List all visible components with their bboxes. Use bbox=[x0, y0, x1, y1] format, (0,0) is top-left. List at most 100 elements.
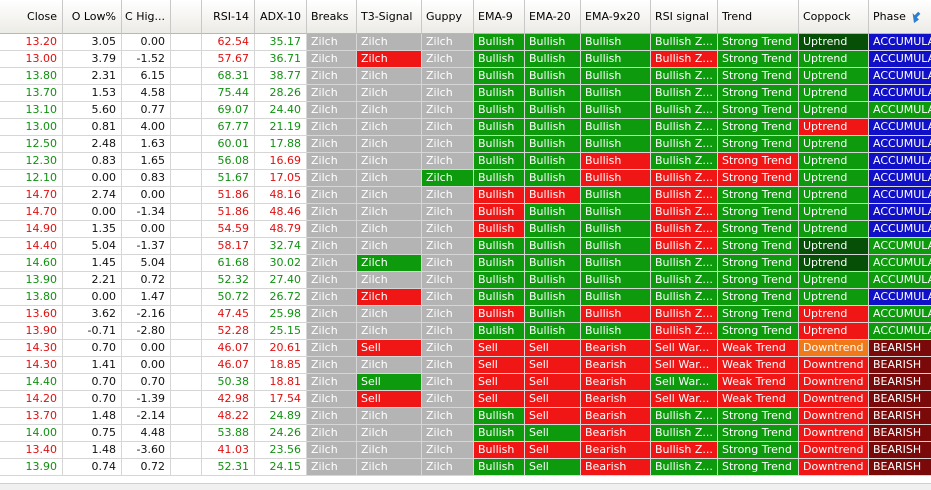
table-row[interactable]: 13.10 5.60 0.77 69.07 24.40 Zilch Zilch Zilch Bu… bbox=[0, 102, 931, 119]
cell-ema9x20: Bearish bbox=[581, 425, 651, 442]
cell-ema9: Sell bbox=[474, 357, 525, 374]
cell-phase: BEARISH bbox=[869, 374, 931, 391]
cell-close: 14.30 bbox=[0, 357, 63, 374]
cell-trend: Strong Trend bbox=[718, 459, 799, 476]
table-row[interactable]: 13.00 3.79 -1.52 57.67 36.71 Zilch Zilch Zilch B… bbox=[0, 51, 931, 68]
column-header-breaks[interactable]: Breaks bbox=[307, 0, 357, 34]
cell-adx: 30.02 bbox=[255, 255, 307, 272]
cell-guppy: Zilch bbox=[422, 221, 474, 238]
table-row[interactable]: 14.90 1.35 0.00 54.59 48.79 Zilch Zilch Zilch Bu… bbox=[0, 221, 931, 238]
cell-guppy: Zilch bbox=[422, 391, 474, 408]
cell-breaks: Zilch bbox=[307, 102, 357, 119]
cell-ema9: Sell bbox=[474, 374, 525, 391]
table-row[interactable]: 12.10 0.00 0.83 51.67 17.05 Zilch Zilch Zilch Bu… bbox=[0, 170, 931, 187]
table-row[interactable]: 13.40 1.48 -3.60 41.03 23.56 Zilch Zilch Zilch B… bbox=[0, 442, 931, 459]
cell-rsisig: Bullish Z... bbox=[651, 34, 718, 51]
cell-coppock: Downtrend bbox=[799, 408, 869, 425]
table-row[interactable]: 13.80 2.31 6.15 68.31 38.77 Zilch Zilch Zilch Bu… bbox=[0, 68, 931, 85]
table-row[interactable]: 13.70 1.53 4.58 75.44 28.26 Zilch Zilch Zilch Bu… bbox=[0, 85, 931, 102]
cell-rsisig: Bullish Z... bbox=[651, 85, 718, 102]
cell-rsi: 50.72 bbox=[202, 289, 255, 306]
cell-phase: ACCUMULAT bbox=[869, 255, 931, 272]
cell-olow: 1.41 bbox=[63, 357, 122, 374]
column-header-guppy[interactable]: Guppy bbox=[422, 0, 474, 34]
cell-coppock: Uptrend bbox=[799, 289, 869, 306]
table-row[interactable]: 14.40 5.04 -1.37 58.17 32.74 Zilch Zilch Zilch B… bbox=[0, 238, 931, 255]
cell-trend: Strong Trend bbox=[718, 289, 799, 306]
table-row[interactable]: 12.50 2.48 1.63 60.01 17.88 Zilch Zilch Zilch Bu… bbox=[0, 136, 931, 153]
column-header-ema20[interactable]: EMA-20 bbox=[525, 0, 581, 34]
table-row[interactable]: 13.00 0.81 4.00 67.77 21.19 Zilch Zilch Zilch Bu… bbox=[0, 119, 931, 136]
table-row[interactable]: 13.70 1.48 -2.14 48.22 24.89 Zilch Zilch Zilch B… bbox=[0, 408, 931, 425]
cell-rsi: 51.86 bbox=[202, 187, 255, 204]
table-row[interactable]: 14.70 2.74 0.00 51.86 48.16 Zilch Zilch Zilch Bu… bbox=[0, 187, 931, 204]
cell-close: 13.70 bbox=[0, 408, 63, 425]
table-row[interactable]: 13.60 3.62 -2.16 47.45 25.98 Zilch Zilch Zilch B… bbox=[0, 306, 931, 323]
table-row[interactable]: 14.30 0.70 0.00 46.07 20.61 Zilch Sell Zilch Sel… bbox=[0, 340, 931, 357]
cell-ema20: Bullish bbox=[525, 306, 581, 323]
column-header-adx[interactable]: ADX-10 bbox=[255, 0, 307, 34]
cell-close: 13.00 bbox=[0, 119, 63, 136]
column-header-t3[interactable]: T3-Signal bbox=[357, 0, 422, 34]
cell-olow: 2.31 bbox=[63, 68, 122, 85]
column-header-ema9x20[interactable]: EMA-9x20 bbox=[581, 0, 651, 34]
cell-coppock: Downtrend bbox=[799, 340, 869, 357]
column-header-rsisig[interactable]: RSI signal bbox=[651, 0, 718, 34]
cell-blank bbox=[171, 357, 202, 374]
cell-rsi: 52.31 bbox=[202, 459, 255, 476]
table-row[interactable]: 13.90 0.74 0.72 52.31 24.15 Zilch Zilch Zilch Bu… bbox=[0, 459, 931, 476]
cell-rsisig: Sell War... bbox=[651, 357, 718, 374]
table-row[interactable]: 14.20 0.70 -1.39 42.98 17.54 Zilch Sell Zilch Se… bbox=[0, 391, 931, 408]
column-header-rsi[interactable]: RSI-14 bbox=[202, 0, 255, 34]
column-header-chig[interactable]: C Hig... bbox=[122, 0, 171, 34]
column-header-ema9[interactable]: EMA-9 bbox=[474, 0, 525, 34]
cell-ema9: Sell bbox=[474, 340, 525, 357]
table-row[interactable]: 14.40 0.70 0.70 50.38 18.81 Zilch Sell Zilch Sel… bbox=[0, 374, 931, 391]
cell-ema9x20: Bearish bbox=[581, 408, 651, 425]
cell-trend: Weak Trend bbox=[718, 340, 799, 357]
table-row[interactable]: 13.80 0.00 1.47 50.72 26.72 Zilch Zilch Zilch Bu… bbox=[0, 289, 931, 306]
cell-close: 14.60 bbox=[0, 255, 63, 272]
cell-ema20: Bullish bbox=[525, 221, 581, 238]
cell-ema9x20: Bearish bbox=[581, 391, 651, 408]
table-row[interactable]: 13.20 3.05 0.00 62.54 35.17 Zilch Zilch Zilch Bu… bbox=[0, 34, 931, 51]
cell-ema9x20: Bullish bbox=[581, 119, 651, 136]
horizontal-scrollbar[interactable] bbox=[0, 483, 931, 490]
cell-coppock: Uptrend bbox=[799, 272, 869, 289]
column-header-trend[interactable]: Trend bbox=[718, 0, 799, 34]
cell-chig: -1.37 bbox=[122, 238, 171, 255]
cell-guppy: Zilch bbox=[422, 289, 474, 306]
cell-breaks: Zilch bbox=[307, 170, 357, 187]
cell-rsi: 62.54 bbox=[202, 34, 255, 51]
table-row[interactable]: 14.30 1.41 0.00 46.07 18.85 Zilch Zilch Zilch Se… bbox=[0, 357, 931, 374]
cell-olow: 0.00 bbox=[63, 289, 122, 306]
cell-breaks: Zilch bbox=[307, 153, 357, 170]
column-header-phase[interactable]: Phase bbox=[869, 0, 931, 34]
cell-rsi: 75.44 bbox=[202, 85, 255, 102]
column-header-blank[interactable] bbox=[171, 0, 202, 34]
table-row[interactable]: 13.90 -0.71 -2.80 52.28 25.15 Zilch Zilch Zilch… bbox=[0, 323, 931, 340]
cell-trend: Weak Trend bbox=[718, 391, 799, 408]
cell-adx: 16.69 bbox=[255, 153, 307, 170]
table-row[interactable]: 12.30 0.83 1.65 56.08 16.69 Zilch Zilch Zilch Bu… bbox=[0, 153, 931, 170]
cell-breaks: Zilch bbox=[307, 204, 357, 221]
cell-chig: -1.39 bbox=[122, 391, 171, 408]
cell-coppock: Downtrend bbox=[799, 391, 869, 408]
column-header-coppock[interactable]: Coppock bbox=[799, 0, 869, 34]
cell-olow: 0.70 bbox=[63, 391, 122, 408]
cell-rsisig: Bullish Z... bbox=[651, 289, 718, 306]
sort-arrow-icon[interactable] bbox=[905, 7, 923, 25]
table-row[interactable]: 13.90 2.21 0.72 52.32 27.40 Zilch Zilch Zilch Bu… bbox=[0, 272, 931, 289]
table-row[interactable]: 14.00 0.75 4.48 53.88 24.26 Zilch Zilch Zilch Bu… bbox=[0, 425, 931, 442]
column-header-olow[interactable]: O Low% bbox=[63, 0, 122, 34]
cell-breaks: Zilch bbox=[307, 119, 357, 136]
cell-blank bbox=[171, 374, 202, 391]
table-row[interactable]: 14.60 1.45 5.04 61.68 30.02 Zilch Zilch Zilch Bu… bbox=[0, 255, 931, 272]
column-header-close[interactable]: Close bbox=[0, 0, 63, 34]
cell-adx: 23.56 bbox=[255, 442, 307, 459]
table-row[interactable]: 14.70 0.00 -1.34 51.86 48.46 Zilch Zilch Zilch B… bbox=[0, 204, 931, 221]
cell-adx: 25.98 bbox=[255, 306, 307, 323]
cell-breaks: Zilch bbox=[307, 340, 357, 357]
cell-t3: Zilch bbox=[357, 51, 422, 68]
